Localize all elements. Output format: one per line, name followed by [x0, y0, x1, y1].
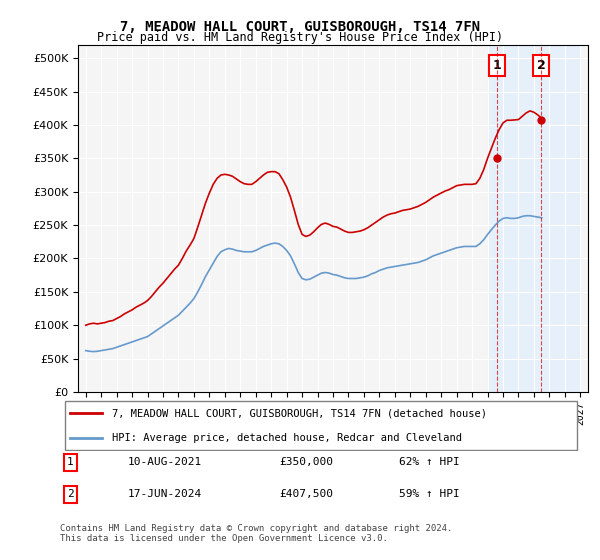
- Text: 7, MEADOW HALL COURT, GUISBOROUGH, TS14 7FN (detached house): 7, MEADOW HALL COURT, GUISBOROUGH, TS14 …: [112, 408, 487, 418]
- Text: Contains HM Land Registry data © Crown copyright and database right 2024.
This d: Contains HM Land Registry data © Crown c…: [60, 524, 452, 543]
- Text: 62% ↑ HPI: 62% ↑ HPI: [400, 457, 460, 467]
- Text: 2: 2: [536, 59, 545, 72]
- Text: 1: 1: [67, 457, 74, 467]
- Text: £407,500: £407,500: [279, 489, 333, 500]
- Text: HPI: Average price, detached house, Redcar and Cleveland: HPI: Average price, detached house, Redc…: [112, 433, 462, 443]
- Text: 2: 2: [67, 489, 74, 500]
- Text: Price paid vs. HM Land Registry's House Price Index (HPI): Price paid vs. HM Land Registry's House …: [97, 31, 503, 44]
- Text: 59% ↑ HPI: 59% ↑ HPI: [400, 489, 460, 500]
- Text: 10-AUG-2021: 10-AUG-2021: [128, 457, 202, 467]
- Text: 1: 1: [493, 59, 501, 72]
- Text: 7, MEADOW HALL COURT, GUISBOROUGH, TS14 7FN: 7, MEADOW HALL COURT, GUISBOROUGH, TS14 …: [120, 20, 480, 34]
- Text: 17-JUN-2024: 17-JUN-2024: [128, 489, 202, 500]
- Bar: [488, 45, 580, 392]
- Text: £350,000: £350,000: [279, 457, 333, 467]
- FancyBboxPatch shape: [65, 402, 577, 450]
